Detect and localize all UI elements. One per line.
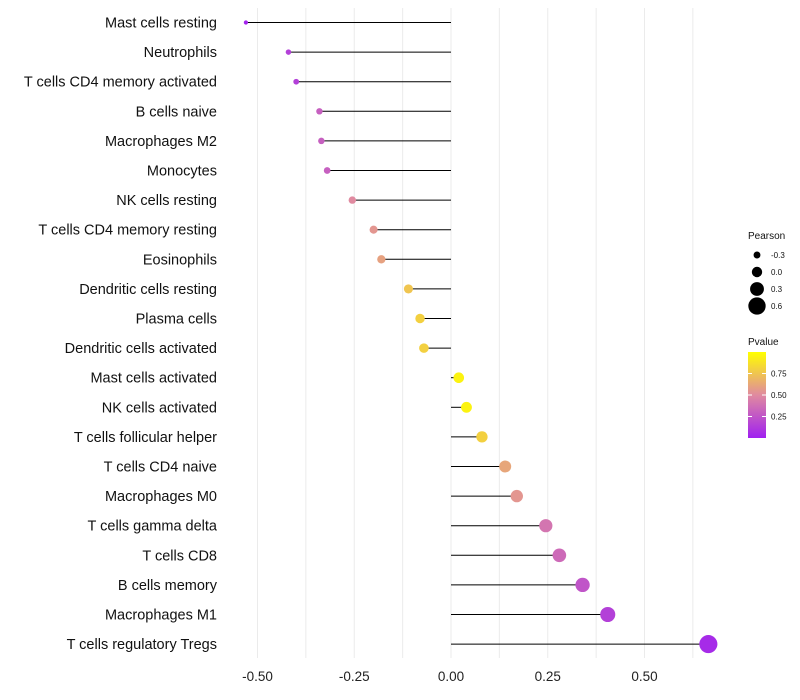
category-label: NK cells resting [116, 193, 217, 209]
category-label: T cells CD4 memory resting [38, 223, 217, 239]
data-point [369, 225, 378, 234]
data-point [476, 431, 488, 443]
category-label: T cells CD4 memory activated [24, 75, 217, 91]
category-label: Dendritic cells activated [65, 341, 217, 357]
size-legend-label: 0.3 [771, 285, 783, 294]
data-point [316, 108, 323, 115]
size-legend-dot [750, 282, 764, 296]
category-label: Dendritic cells resting [79, 282, 217, 298]
data-point [600, 606, 616, 623]
size-legend-title: Pearson [748, 231, 785, 242]
color-legend-label: 0.50 [771, 391, 787, 400]
size-legend-label: 0.0 [771, 268, 783, 277]
category-label: T cells CD4 naive [104, 460, 217, 476]
data-point [323, 167, 331, 174]
x-tick-label: 0.50 [631, 669, 657, 684]
category-label: Macrophages M0 [105, 489, 217, 505]
category-labels: Mast cells resting Neutrophils T cells CD4… [24, 16, 218, 654]
category-label: Macrophages M1 [105, 608, 217, 624]
x-tick-label: 0.00 [438, 669, 464, 684]
data-point [552, 548, 567, 563]
data-point [293, 78, 300, 85]
data-point [377, 255, 386, 264]
point-layer [243, 20, 718, 654]
data-point [243, 20, 249, 25]
data-point [415, 313, 425, 324]
color-legend-bar [748, 352, 766, 438]
data-point [575, 577, 590, 593]
size-legend-label: -0.3 [771, 251, 785, 260]
data-point [318, 137, 325, 145]
legend: Pearson -0.3 0.0 0.3 0.6 Pvalue 0.25 0.50 0.7… [748, 231, 787, 438]
data-point [461, 401, 472, 413]
category-label: Mast cells activated [90, 371, 217, 387]
size-legend-items: -0.3 0.0 0.3 0.6 [748, 251, 785, 315]
category-label: NK cells activated [102, 400, 217, 416]
category-label: Monocytes [147, 164, 217, 180]
grid-layer [257, 8, 694, 658]
data-point [499, 460, 512, 473]
color-legend-label: 0.25 [771, 413, 787, 422]
stem-layer [245, 22, 709, 645]
category-label: Macrophages M2 [105, 134, 217, 150]
x-tick-label: 0.25 [535, 669, 561, 684]
color-legend-label: 0.75 [771, 370, 787, 379]
x-tick-label: -0.50 [242, 669, 273, 684]
data-point [419, 343, 429, 353]
category-label: Neutrophils [144, 45, 217, 61]
category-label: Mast cells resting [105, 16, 217, 32]
x-axis-ticks: -0.50 -0.25 0.00 0.25 0.50 [242, 669, 658, 684]
category-label: T cells regulatory Tregs [67, 637, 217, 653]
data-point [285, 49, 292, 55]
data-point [510, 489, 523, 503]
data-point [699, 635, 718, 654]
data-point [539, 519, 553, 533]
category-label: Plasma cells [136, 312, 217, 328]
color-legend-title: Pvalue [748, 337, 779, 348]
color-legend-ticks: 0.25 0.50 0.75 [748, 370, 787, 422]
data-point [453, 372, 465, 384]
size-legend-dot [748, 297, 766, 315]
size-legend-label: 0.6 [771, 302, 783, 311]
category-label: T cells follicular helper [74, 430, 217, 446]
category-label: B cells memory [118, 578, 218, 594]
x-tick-label: -0.25 [339, 669, 370, 684]
category-label: B cells naive [136, 104, 217, 120]
category-label: T cells CD8 [142, 548, 217, 564]
category-label: Eosinophils [143, 252, 217, 268]
size-legend-dot [751, 266, 763, 278]
size-legend-dot [753, 251, 761, 259]
data-point [403, 284, 413, 294]
category-label: T cells gamma delta [88, 519, 218, 535]
data-point [348, 196, 357, 204]
